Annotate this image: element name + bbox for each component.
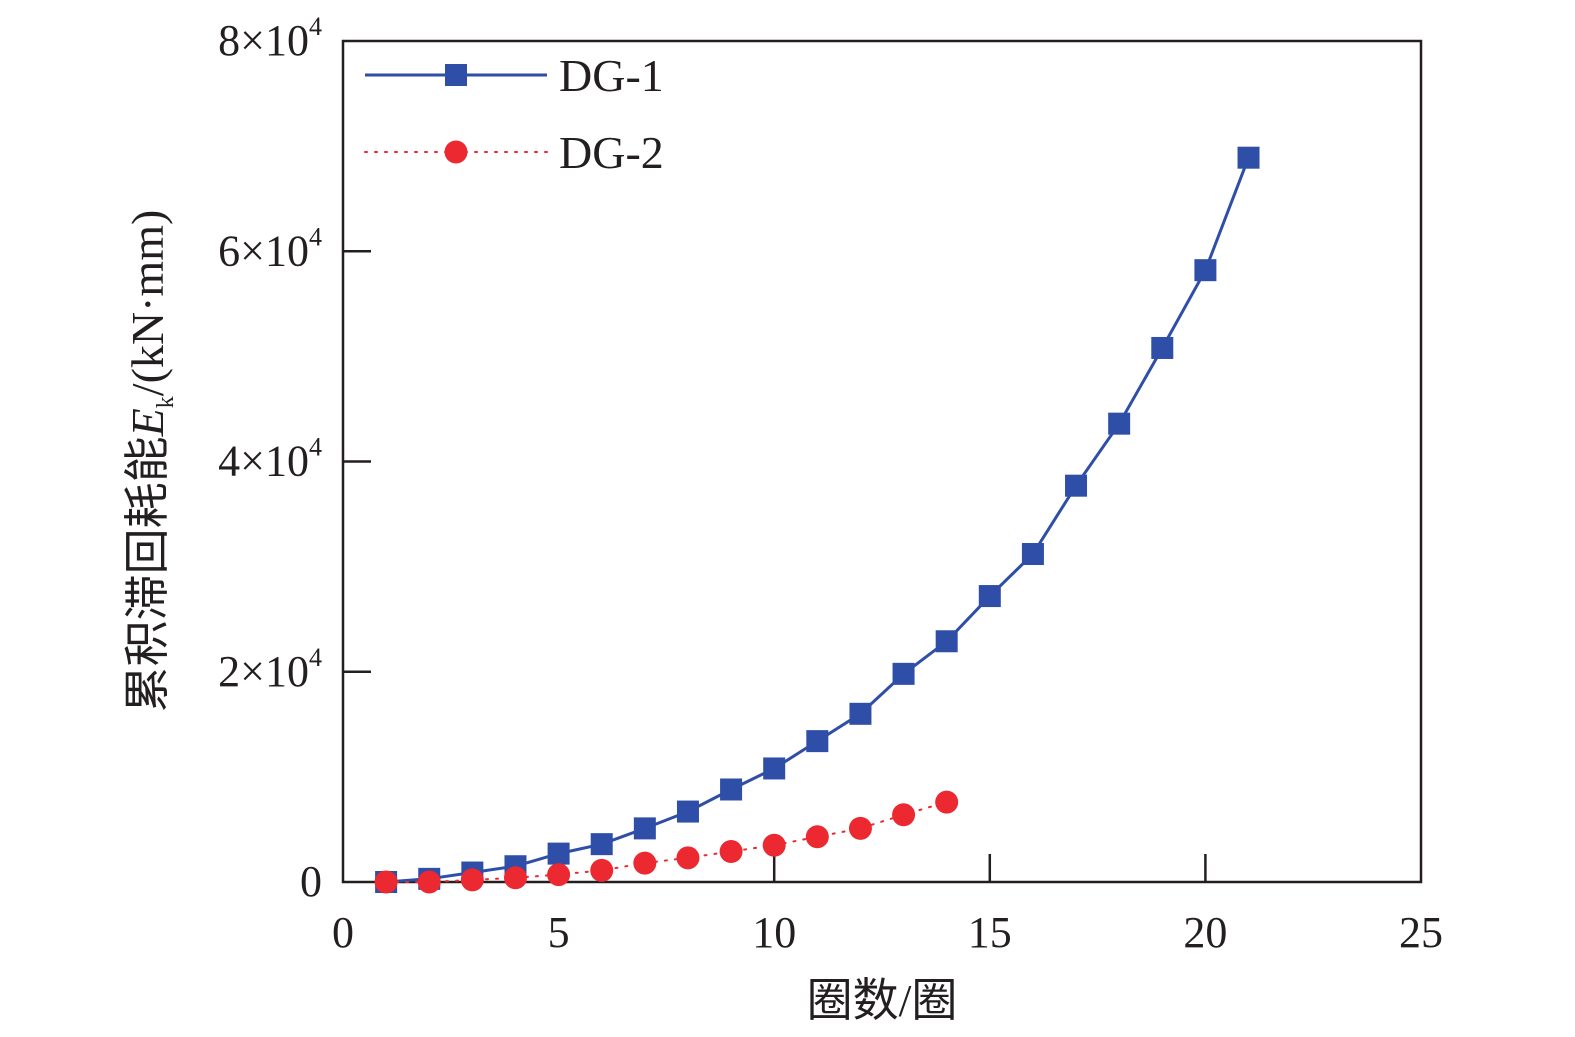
y-tick-label: 6×104: [218, 222, 322, 275]
data-point: [719, 840, 743, 864]
legend-marker: [445, 64, 467, 86]
x-tick-label: 10: [752, 908, 796, 957]
legend-label: DG-2: [559, 127, 664, 178]
legend-item: DG-1: [365, 50, 664, 101]
series-layer: [374, 146, 1260, 894]
legend-label: DG-1: [559, 50, 664, 101]
data-point: [762, 833, 786, 857]
data-point: [547, 863, 571, 887]
y-axis-label-prefix: 累积滞回耗能: [122, 436, 173, 712]
data-point: [547, 842, 570, 865]
y-tick-label: 4×104: [218, 433, 322, 486]
legend-marker: [444, 140, 468, 164]
data-point: [460, 868, 484, 892]
x-tick-label: 5: [548, 908, 570, 957]
data-point: [1065, 474, 1088, 497]
data-point: [590, 858, 614, 882]
y-axis-label: 累积滞回耗能Ek/(kN·mm): [122, 210, 179, 713]
data-point: [374, 870, 398, 894]
data-point: [676, 800, 699, 823]
data-point: [720, 778, 743, 801]
data-point: [848, 816, 872, 840]
data-point: [417, 870, 441, 894]
x-tick-label: 20: [1183, 908, 1227, 957]
y-axis-label-subscript: k: [153, 396, 179, 408]
x-axis-label: 圈数/圈: [807, 975, 958, 1026]
data-point: [849, 702, 872, 725]
data-point: [1151, 336, 1174, 359]
y-axis-label-unit: /(kN·mm): [122, 210, 173, 397]
x-tick-label: 15: [968, 908, 1012, 957]
data-point: [892, 662, 915, 685]
data-point: [935, 790, 959, 814]
data-point: [633, 851, 657, 875]
y-tick-label: 2×104: [218, 643, 322, 696]
data-point: [676, 846, 700, 870]
svg-text:累积滞回耗能Ek/(kN·mm): 累积滞回耗能Ek/(kN·mm): [122, 210, 179, 713]
data-point: [892, 803, 916, 827]
data-point: [503, 866, 527, 890]
y-tick-label: 0: [300, 857, 322, 906]
y-tick-label: 8×104: [218, 12, 322, 65]
series-DG-2: [374, 790, 959, 894]
data-point: [1194, 259, 1217, 282]
data-point: [590, 833, 613, 856]
series-DG-1: [375, 146, 1260, 893]
data-point: [1237, 146, 1260, 169]
data-point: [978, 585, 1001, 608]
axis-ticks: [343, 250, 1207, 882]
x-tick-label: 25: [1399, 908, 1443, 957]
data-point: [763, 757, 786, 780]
legend: DG-1 DG-2: [364, 50, 664, 178]
legend-item: DG-2: [364, 127, 664, 178]
y-axis-label-symbol: E: [122, 408, 173, 437]
series-line: [385, 157, 1250, 884]
data-point: [1021, 543, 1044, 566]
data-point: [805, 825, 829, 849]
axis-tick-labels: 0 5 10 15 20 25 0 2×104 4×104 6×104 8×104: [218, 12, 1443, 957]
data-point: [633, 817, 656, 840]
x-tick-label: 0: [332, 908, 354, 957]
data-point: [1108, 412, 1131, 435]
data-point: [806, 730, 829, 753]
data-point: [935, 630, 958, 653]
